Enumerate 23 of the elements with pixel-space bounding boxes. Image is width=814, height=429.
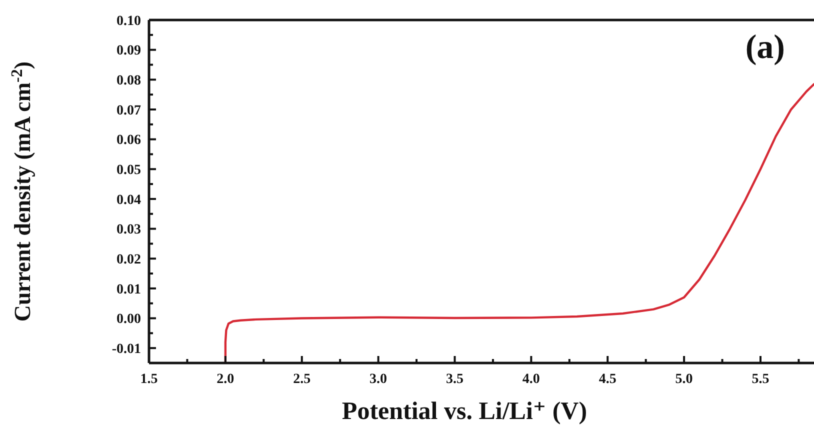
y-tick-label: 0.09	[116, 44, 141, 59]
x-tick-label: 4.0	[522, 372, 540, 387]
y-tick-label: 0.05	[116, 163, 141, 178]
y-tick-label: 0.01	[116, 282, 141, 298]
x-axis-title: Potential vs. Li/Li⁺ (V)	[342, 398, 588, 425]
y-tick-label: 0.06	[116, 133, 141, 148]
x-tick-label: 5.0	[675, 372, 693, 387]
y-tick-label: 0.02	[116, 252, 141, 268]
x-tick-label: 2.0	[216, 372, 234, 387]
x-tick-label: 3.5	[446, 372, 464, 387]
y-tick-label: -0.01	[112, 342, 141, 357]
x-tick-label: 1.5	[140, 372, 158, 387]
y-tick-label: 0.00	[116, 312, 141, 328]
y-tick-label: 0.10	[116, 14, 141, 29]
x-tick-label: 3.0	[370, 372, 388, 387]
x-tick-label: 5.5	[752, 372, 770, 387]
y-tick-label: 0.08	[116, 74, 141, 89]
x-tick-label: 4.5	[598, 372, 616, 387]
annotation: (a)	[745, 29, 785, 66]
y-tick-label: 0.07	[116, 103, 141, 118]
y-tick-label: 0.03	[116, 222, 141, 238]
y-tick-label: 0.04	[116, 192, 141, 208]
x-tick-label: 2.5	[293, 372, 311, 387]
